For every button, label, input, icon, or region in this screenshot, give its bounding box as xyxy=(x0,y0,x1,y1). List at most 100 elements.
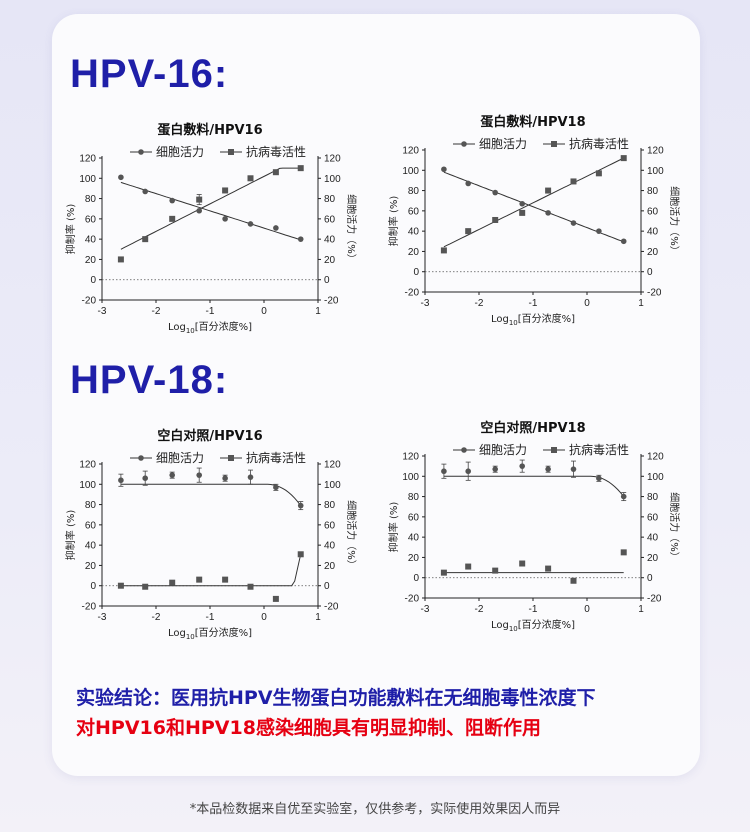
data-point-antiviral xyxy=(595,170,602,177)
data-point-cell-viability xyxy=(222,216,228,222)
x-tick-label: -2 xyxy=(475,604,484,615)
y-tick-label-right: 80 xyxy=(647,186,659,197)
y-tick-label-right: 100 xyxy=(647,166,664,177)
data-point-cell-viability xyxy=(118,477,124,484)
data-point-cell-viability xyxy=(465,180,471,187)
chart-title: 蛋白敷料/HPV18 xyxy=(480,114,585,130)
y-tick-label-left: -20 xyxy=(82,296,97,307)
x-axis-label: Log10[百分浓度%] xyxy=(168,320,252,335)
y-tick-label-left: 20 xyxy=(408,553,420,564)
legend-marker-antiviral xyxy=(551,447,557,453)
y-tick-label-left: 120 xyxy=(402,146,419,157)
y-axis-label-left: 抑制率 (%) xyxy=(387,502,400,553)
series-trend-cell-viability xyxy=(120,181,301,241)
y-tick-label-left: 100 xyxy=(402,472,419,483)
y-tick-label-right: 80 xyxy=(324,500,336,511)
chart-title: 空白对照/HPV18 xyxy=(480,420,585,436)
y-tick-label-right: 0 xyxy=(647,573,653,584)
section-title-hpv16: HPV-16: xyxy=(70,52,229,96)
legend-label-cell: 细胞活力 xyxy=(156,451,204,465)
y-tick-label-left: 60 xyxy=(408,206,420,217)
x-tick-label: 1 xyxy=(638,604,644,615)
data-point-cell-viability xyxy=(441,468,447,475)
y-tick-label-left: 120 xyxy=(79,460,96,471)
y-tick-label-right: 100 xyxy=(324,174,341,185)
data-point-antiviral xyxy=(196,576,203,583)
data-point-cell-viability xyxy=(545,466,551,472)
chart-legend: 细胞活力 抗病毒活性 xyxy=(453,442,629,457)
x-tick-label: -3 xyxy=(421,604,430,615)
data-point-cell-viability xyxy=(620,238,627,245)
data-point-antiviral xyxy=(222,576,229,583)
data-point-cell-viability xyxy=(545,210,551,216)
legend-label-cell: 细胞活力 xyxy=(156,145,204,159)
data-point-antiviral xyxy=(570,178,577,185)
y-tick-label-right: 40 xyxy=(324,235,336,246)
conclusion-line-2: 对HPV16和HPV18感染细胞具有明显抑制、阻断作用 xyxy=(76,717,541,739)
data-point-cell-viability xyxy=(273,225,279,231)
series-trend-antiviral xyxy=(120,167,301,250)
y-tick-label-right: 120 xyxy=(647,146,664,157)
x-tick-label: -3 xyxy=(98,306,107,317)
data-point-antiviral xyxy=(169,215,176,222)
x-tick-label: -2 xyxy=(475,298,484,309)
y-tick-label-left: 40 xyxy=(85,541,97,552)
y-tick-label-right: 20 xyxy=(647,247,659,258)
data-point-cell-viability xyxy=(142,475,148,481)
legend-marker-cell xyxy=(138,149,144,155)
x-tick-label: -3 xyxy=(421,298,430,309)
y-axis-label-left: 抑制率 (%) xyxy=(387,196,400,247)
y-tick-label-right: 100 xyxy=(324,480,341,491)
y-tick-label-right: 60 xyxy=(647,206,659,217)
x-tick-label: -1 xyxy=(529,604,538,615)
series-trend-cell-viability xyxy=(443,171,624,243)
y-axis-label-right: 细胞活力（%） xyxy=(668,186,681,256)
legend-label-cell: 细胞活力 xyxy=(479,443,527,457)
y-tick-label-right: 0 xyxy=(324,275,330,286)
data-point-antiviral xyxy=(117,256,124,263)
y-tick-label-left: 0 xyxy=(413,573,419,584)
chart-title: 蛋白敷料/HPV16 xyxy=(157,122,262,138)
data-point-antiviral xyxy=(519,560,526,567)
y-tick-label-left: 80 xyxy=(85,500,97,511)
data-point-cell-viability xyxy=(596,228,602,234)
data-point-antiviral xyxy=(247,175,254,182)
chart-legend: 细胞活力 抗病毒活性 xyxy=(130,144,306,159)
data-point-cell-viability xyxy=(492,466,498,472)
y-tick-label-left: 80 xyxy=(408,492,420,503)
x-tick-label: 1 xyxy=(315,612,321,623)
x-tick-label: -1 xyxy=(529,298,538,309)
y-tick-label-right: 60 xyxy=(324,214,336,225)
x-tick-label: 0 xyxy=(261,612,267,623)
y-tick-label-left: 80 xyxy=(408,186,420,197)
data-point-cell-viability xyxy=(169,472,175,478)
data-point-cell-viability xyxy=(118,174,124,181)
data-point-cell-viability xyxy=(169,197,175,204)
data-point-cell-viability xyxy=(620,493,627,500)
y-tick-label-right: 80 xyxy=(647,492,659,503)
data-point-cell-viability xyxy=(297,236,304,242)
legend-label-cell: 细胞活力 xyxy=(479,137,527,151)
y-tick-label-left: 0 xyxy=(90,275,96,286)
data-point-antiviral xyxy=(545,187,552,194)
x-tick-label: 1 xyxy=(315,306,321,317)
data-point-cell-viability xyxy=(519,463,525,469)
y-tick-label-right: 20 xyxy=(647,553,659,564)
y-tick-label-left: 20 xyxy=(85,561,97,572)
x-tick-label: -2 xyxy=(152,612,161,623)
y-tick-label-left: 120 xyxy=(402,452,419,463)
data-point-antiviral xyxy=(492,567,499,574)
legend-label-antiviral: 抗病毒活性 xyxy=(569,442,629,457)
legend-marker-cell xyxy=(138,455,144,461)
chart-legend: 细胞活力 抗病毒活性 xyxy=(453,136,629,151)
data-point-antiviral xyxy=(440,247,447,254)
data-point-cell-viability xyxy=(441,166,447,173)
y-tick-label-right: 120 xyxy=(647,452,664,463)
x-tick-label: 0 xyxy=(584,298,590,309)
y-tick-label-left: 100 xyxy=(402,166,419,177)
y-tick-label-right: 0 xyxy=(324,581,330,592)
y-tick-label-left: 100 xyxy=(79,480,96,491)
legend-marker-cell xyxy=(461,447,467,453)
y-tick-label-left: -20 xyxy=(405,594,420,605)
